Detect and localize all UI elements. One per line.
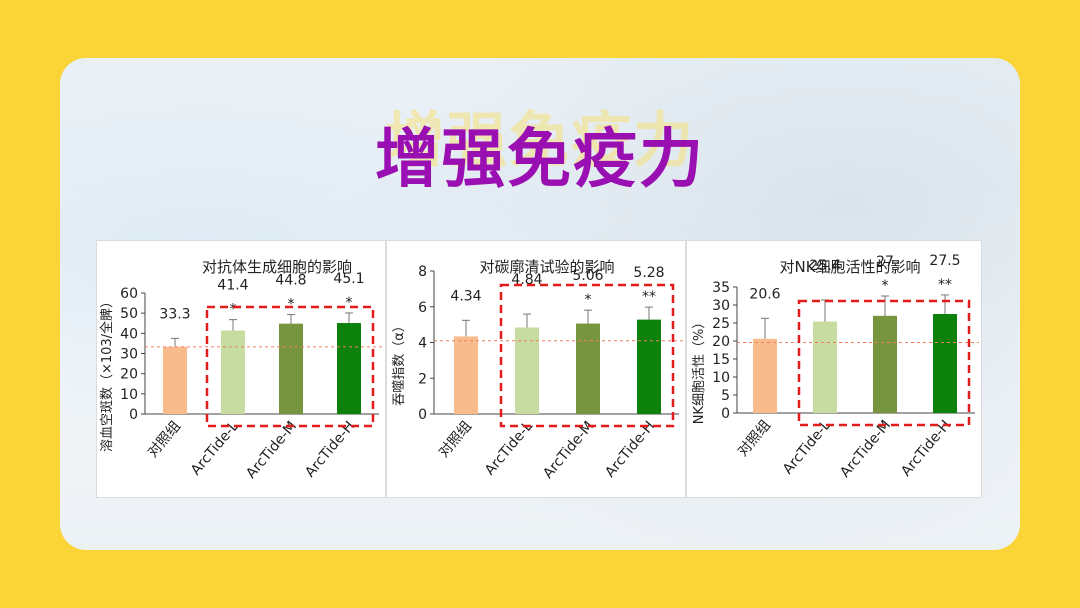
y-tick-label: 60 — [120, 286, 138, 302]
chart-title: 对NK细胞活性的影响 — [779, 258, 920, 276]
y-tick-label: 40 — [120, 326, 138, 342]
chart-title: 对抗体生成细胞的影响 — [202, 258, 352, 276]
chart-carbon-clearance: 对碳廓清试验的影响02468吞噬指数（α）4.34对照组4.84ArcTide-… — [392, 258, 683, 482]
bar — [454, 336, 478, 414]
y-tick-label: 6 — [418, 300, 427, 316]
data-label: 45.1 — [333, 271, 364, 287]
data-label: 27.5 — [929, 253, 960, 269]
x-tick-label: ArcTide-M — [837, 417, 894, 480]
y-tick-label: 0 — [721, 406, 730, 422]
y-axis-label: 溶血空斑数（×103/全脾） — [99, 295, 115, 452]
y-tick-label: 30 — [120, 347, 138, 363]
y-tick-label: 25 — [712, 316, 730, 332]
y-axis-label: NK细胞活性（%） — [692, 316, 707, 425]
data-label: 4.34 — [450, 288, 481, 304]
chart-nk-activity: 对NK细胞活性的影响 0 5 10 15 20 25 30 35 NK细胞活性（%） 20.6 对照组… — [692, 253, 979, 481]
x-tick-label: 对照组 — [735, 417, 774, 459]
bar — [753, 338, 777, 413]
significance-mark: * — [346, 295, 353, 311]
bar — [163, 346, 187, 414]
significance-mark: * — [230, 302, 237, 318]
y-tick-label: 10 — [712, 370, 730, 386]
significance-mark: ** — [642, 289, 656, 305]
y-tick-label: 10 — [120, 387, 138, 403]
y-tick-label: 8 — [418, 264, 427, 280]
bar — [279, 323, 303, 414]
significance-mark: * — [585, 292, 592, 308]
y-tick-label: 0 — [418, 407, 427, 423]
title-shadow: 增强免疫力 — [385, 106, 695, 176]
y-tick-label: 35 — [712, 280, 730, 296]
bar — [515, 327, 539, 414]
significance-mark: * — [882, 278, 889, 294]
highlight-box — [205, 305, 375, 428]
y-tick-label: 15 — [712, 352, 730, 368]
data-label: 33.3 — [159, 306, 190, 322]
chart-title: 对碳廓清试验的影响 — [479, 258, 614, 276]
x-tick-label: ArcTide-H — [302, 418, 358, 480]
x-tick-label: ArcTide-H — [898, 417, 954, 479]
data-label: 27 — [876, 254, 894, 270]
y-tick-label: 0 — [129, 407, 138, 423]
y-tick-label: 30 — [712, 298, 730, 314]
highlight-box — [499, 283, 675, 428]
chart-panel-antibody: 对抗体生成细胞的影响 0 10 20 30 40 50 60 溶血空斑数（×103/全脾） 33.… — [96, 240, 386, 498]
chart-antibody: 对抗体生成细胞的影响 0 10 20 30 40 50 60 溶血空斑数（×103/全脾） 33.… — [99, 258, 383, 482]
bar — [337, 323, 361, 414]
y-tick-label: 20 — [120, 367, 138, 383]
x-tick-label: ArcTide-H — [602, 418, 658, 480]
bar — [813, 321, 837, 413]
x-tick-label: ArcTide-M — [243, 418, 300, 481]
y-tick-label: 50 — [120, 306, 138, 322]
highlight-box — [797, 299, 971, 427]
page-title: 增强免疫力 — [375, 123, 705, 197]
data-label: 25.4 — [809, 258, 840, 274]
bar — [933, 314, 957, 413]
x-tick-label: 对照组 — [436, 418, 475, 460]
y-axis-label: 吞噬指数（α） — [392, 319, 407, 406]
bar — [873, 315, 897, 413]
y-tick-label: 4 — [418, 336, 427, 352]
y-tick-label: 20 — [712, 334, 730, 350]
bar — [637, 319, 661, 414]
x-tick-label: ArcTide-M — [540, 418, 597, 481]
data-label: 41.4 — [217, 278, 248, 294]
y-tick-label: 5 — [721, 388, 730, 404]
data-label: 5.06 — [572, 268, 603, 284]
significance-mark: * — [288, 297, 295, 313]
data-label: 5.28 — [633, 265, 664, 281]
chart-panel-carbon-clearance: 对碳廓清试验的影响 0 2 4 6 8 吞噬指数（α） 4.34 对照组 4.84 ArcTide-… — [386, 240, 686, 498]
bar — [221, 330, 245, 414]
data-label: 44.8 — [275, 273, 306, 289]
y-tick-label: 2 — [418, 371, 427, 387]
significance-mark: ** — [938, 277, 952, 293]
x-tick-label: 对照组 — [145, 418, 184, 460]
data-label: 20.6 — [749, 286, 780, 302]
chart-panel-nk-activity: 对NK细胞活性的影响 0 5 10 15 20 25 30 35 NK细胞活性（%） 20.6 对照组… — [686, 240, 982, 498]
bar — [576, 323, 600, 414]
